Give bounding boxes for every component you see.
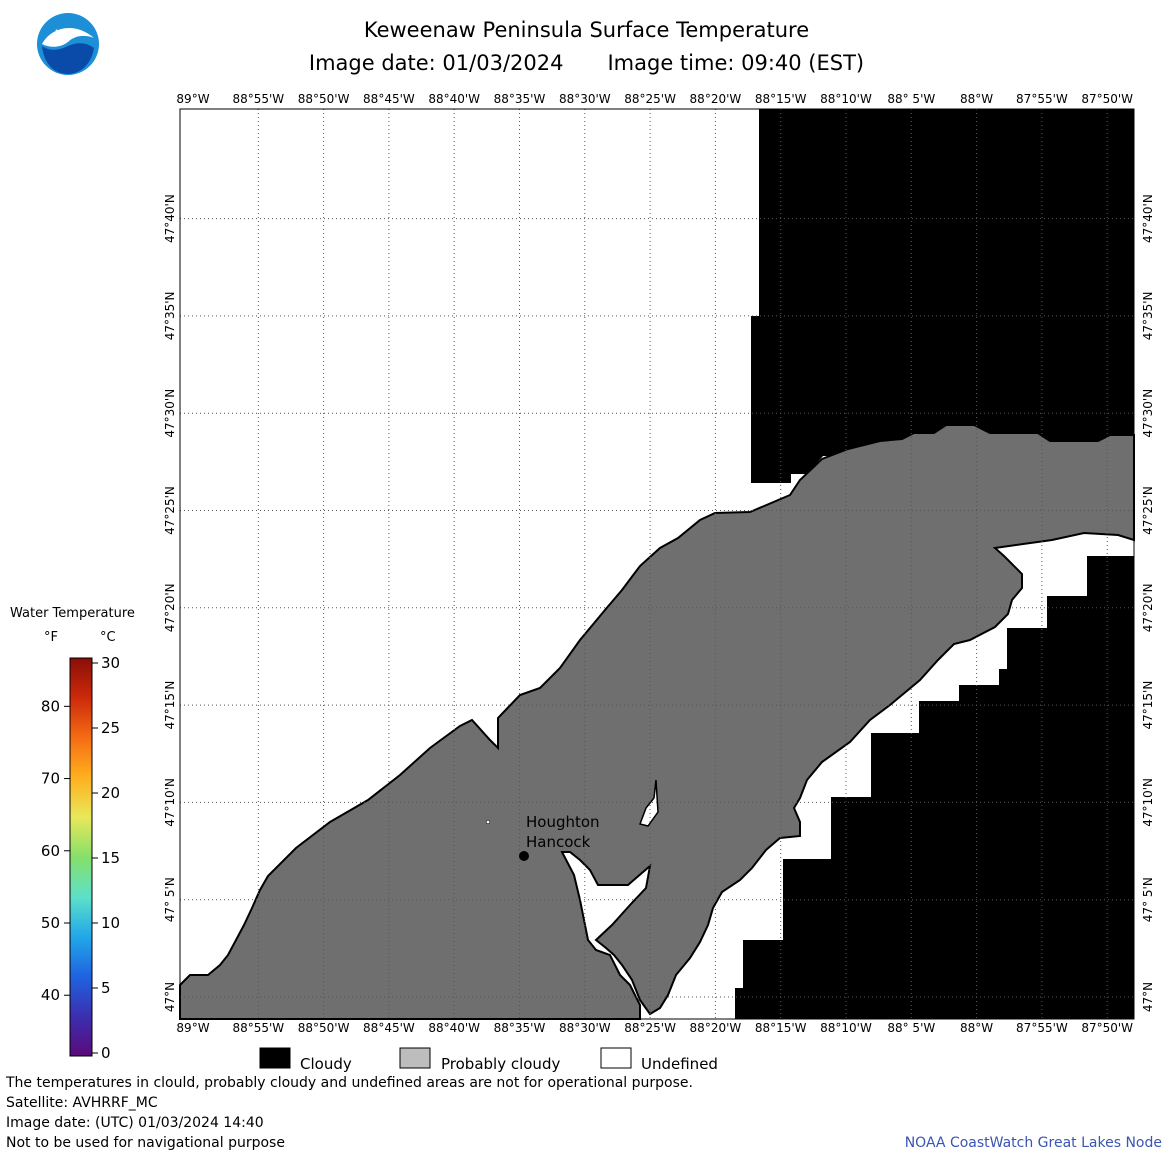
lat-tick-label-left: 47°30'N (163, 389, 177, 438)
lat-tick-label-right: 47°N (1141, 982, 1155, 1012)
colorbar-title: Water Temperature (10, 606, 135, 621)
lon-tick-label-bottom: 88°45'W (363, 1021, 415, 1035)
colorbar-label-c: 0 (101, 1044, 111, 1062)
colorbar-label-f: 80 (41, 697, 60, 715)
lon-tick-label-top: 88°25'W (624, 92, 676, 106)
lon-tick-label-top: 88°55'W (232, 92, 284, 106)
lat-tick-label-right: 47°30'N (1141, 389, 1155, 438)
footer-satellite: Satellite: AVHRRF_MC (6, 1095, 158, 1111)
lon-tick-label-bottom: 89°W (176, 1021, 209, 1035)
image-time: Image time: 09:40 (EST) (607, 51, 865, 75)
colorbar-label-c: 20 (101, 784, 120, 802)
lat-tick-label-left: 47° 5'N (163, 877, 177, 922)
lon-ticks-top: 89°W 88°55'W 88°50'W 88°45'W 88°40'W 88°35'W 8… (176, 92, 1133, 106)
colorbar-label-f: 40 (41, 986, 60, 1004)
lon-tick-label-bottom: 88°55'W (232, 1021, 284, 1035)
city-marker-icon (519, 851, 529, 861)
lon-tick-label-top: 87°50'W (1081, 92, 1133, 106)
lat-tick-label-left: 47°15'N (163, 681, 177, 730)
lat-tick-label-left: 47°N (163, 982, 177, 1012)
lat-tick-label-right: 47°25'N (1141, 486, 1155, 535)
lon-tick-label-bottom: 88°40'W (428, 1021, 480, 1035)
footer-node-link[interactable]: NOAA CoastWatch Great Lakes Node (904, 1135, 1162, 1151)
lon-tick-label-top: 88° 5'W (887, 92, 935, 106)
lon-tick-label-bottom: 87°55'W (1016, 1021, 1068, 1035)
lon-tick-label-bottom: 88°30'W (559, 1021, 611, 1035)
unit-celsius: °C (100, 630, 116, 645)
lon-tick-label-top: 88°W (960, 92, 993, 106)
colorbar-label-c: 5 (101, 979, 111, 997)
map-frame (179, 108, 1135, 1020)
colorbar-label-c: 10 (101, 914, 120, 932)
lon-tick-label-top: 88°35'W (494, 92, 546, 106)
footer-image-date: Image date: (UTC) 01/03/2024 14:40 (6, 1115, 264, 1131)
inner-water (639, 779, 659, 827)
colorbar-ticks: 0 5 10 15 20 25 30 40 50 60 70 80 (41, 654, 120, 1062)
colorbar (69, 657, 93, 1057)
colorbar-label-f: 60 (41, 842, 60, 860)
cloudy-area (735, 109, 1134, 1019)
lat-tick-label-left: 47°20'N (163, 583, 177, 632)
lon-tick-label-bottom: 88°W (960, 1021, 993, 1035)
legend-label-probably-cloudy: Probably cloudy (441, 1055, 560, 1073)
lon-tick-label-top: 88°15'W (755, 92, 807, 106)
lon-tick-label-bottom: 88°50'W (298, 1021, 350, 1035)
lat-tick-label-right: 47° 5'N (1141, 877, 1155, 922)
legend-label-undefined: Undefined (641, 1055, 718, 1073)
lon-tick-label-top: 87°55'W (1016, 92, 1068, 106)
footer-navigation-note: Not to be used for navigational purpose (6, 1135, 285, 1151)
lon-tick-label-bottom: 88°10'W (820, 1021, 872, 1035)
legend-swatch-probably-cloudy (399, 1047, 431, 1069)
lon-tick-label-bottom: 88° 5'W (887, 1021, 935, 1035)
lon-tick-label-top: 88°10'W (820, 92, 872, 106)
lon-tick-label-top: 88°30'W (559, 92, 611, 106)
lon-tick-label-top: 88°50'W (298, 92, 350, 106)
lat-tick-label-left: 47°40'N (163, 194, 177, 243)
lon-tick-label-bottom: 87°50'W (1081, 1021, 1133, 1035)
lat-tick-label-right: 47°40'N (1141, 194, 1155, 243)
map-grid (180, 109, 1134, 1019)
colorbar-label-f: 50 (41, 914, 60, 932)
lon-ticks-bottom: 89°W 88°55'W 88°50'W 88°45'W 88°40'W 88°35'W 8… (176, 1021, 1133, 1035)
colorbar-label-c: 25 (101, 719, 120, 737)
lat-tick-label-left: 47°35'N (163, 291, 177, 340)
colorbar-label-c: 30 (101, 654, 120, 672)
map-subtitle: Image date: 01/03/2024 Image time: 09:40 … (0, 51, 1173, 75)
lon-tick-label-top: 88°20'W (690, 92, 742, 106)
logo-text: NOAA (55, 29, 82, 39)
lat-tick-label-left: 47°10'N (163, 778, 177, 827)
image-date: Image date: 01/03/2024 (308, 51, 564, 75)
unit-fahrenheit: °F (44, 630, 58, 645)
legend-label-cloudy: Cloudy (300, 1055, 352, 1073)
legend-swatch-undefined (600, 1047, 632, 1069)
probably-cloudy-area (179, 424, 1135, 1020)
map-title: Keweenaw Peninsula Surface Temperature (363, 18, 810, 42)
lon-tick-label-bottom: 88°20'W (690, 1021, 742, 1035)
lat-ticks-right: 47°N 47° 5'N 47°10'N 47°15'N 47°20'N 47°25'N 4… (1141, 194, 1155, 1012)
lat-tick-label-right: 47°35'N (1141, 291, 1155, 340)
footer-disclaimer: The temperatures in clould, probably clo… (6, 1075, 693, 1091)
lon-tick-label-top: 88°40'W (428, 92, 480, 106)
lat-tick-label-right: 47°20'N (1141, 583, 1155, 632)
legend-swatch-cloudy (259, 1047, 291, 1069)
colorbar-label-c: 15 (101, 849, 120, 867)
lat-tick-label-right: 47°15'N (1141, 681, 1155, 730)
lat-tick-label-left: 47°25'N (163, 486, 177, 535)
lon-tick-label-bottom: 88°15'W (755, 1021, 807, 1035)
lat-ticks-left: 47°N 47° 5'N 47°10'N 47°15'N 47°20'N 47°25'N 4… (163, 194, 177, 1012)
lat-tick-label-right: 47°10'N (1141, 778, 1155, 827)
label-houghton: Houghton (526, 813, 600, 831)
label-hancock: Hancock (526, 833, 591, 851)
lon-tick-label-top: 89°W (176, 92, 209, 106)
lon-tick-label-bottom: 88°35'W (494, 1021, 546, 1035)
lon-tick-label-bottom: 88°25'W (624, 1021, 676, 1035)
lon-tick-label-top: 88°45'W (363, 92, 415, 106)
colorbar-label-f: 70 (41, 770, 60, 788)
noaa-logo-icon: NOAA (36, 12, 100, 80)
